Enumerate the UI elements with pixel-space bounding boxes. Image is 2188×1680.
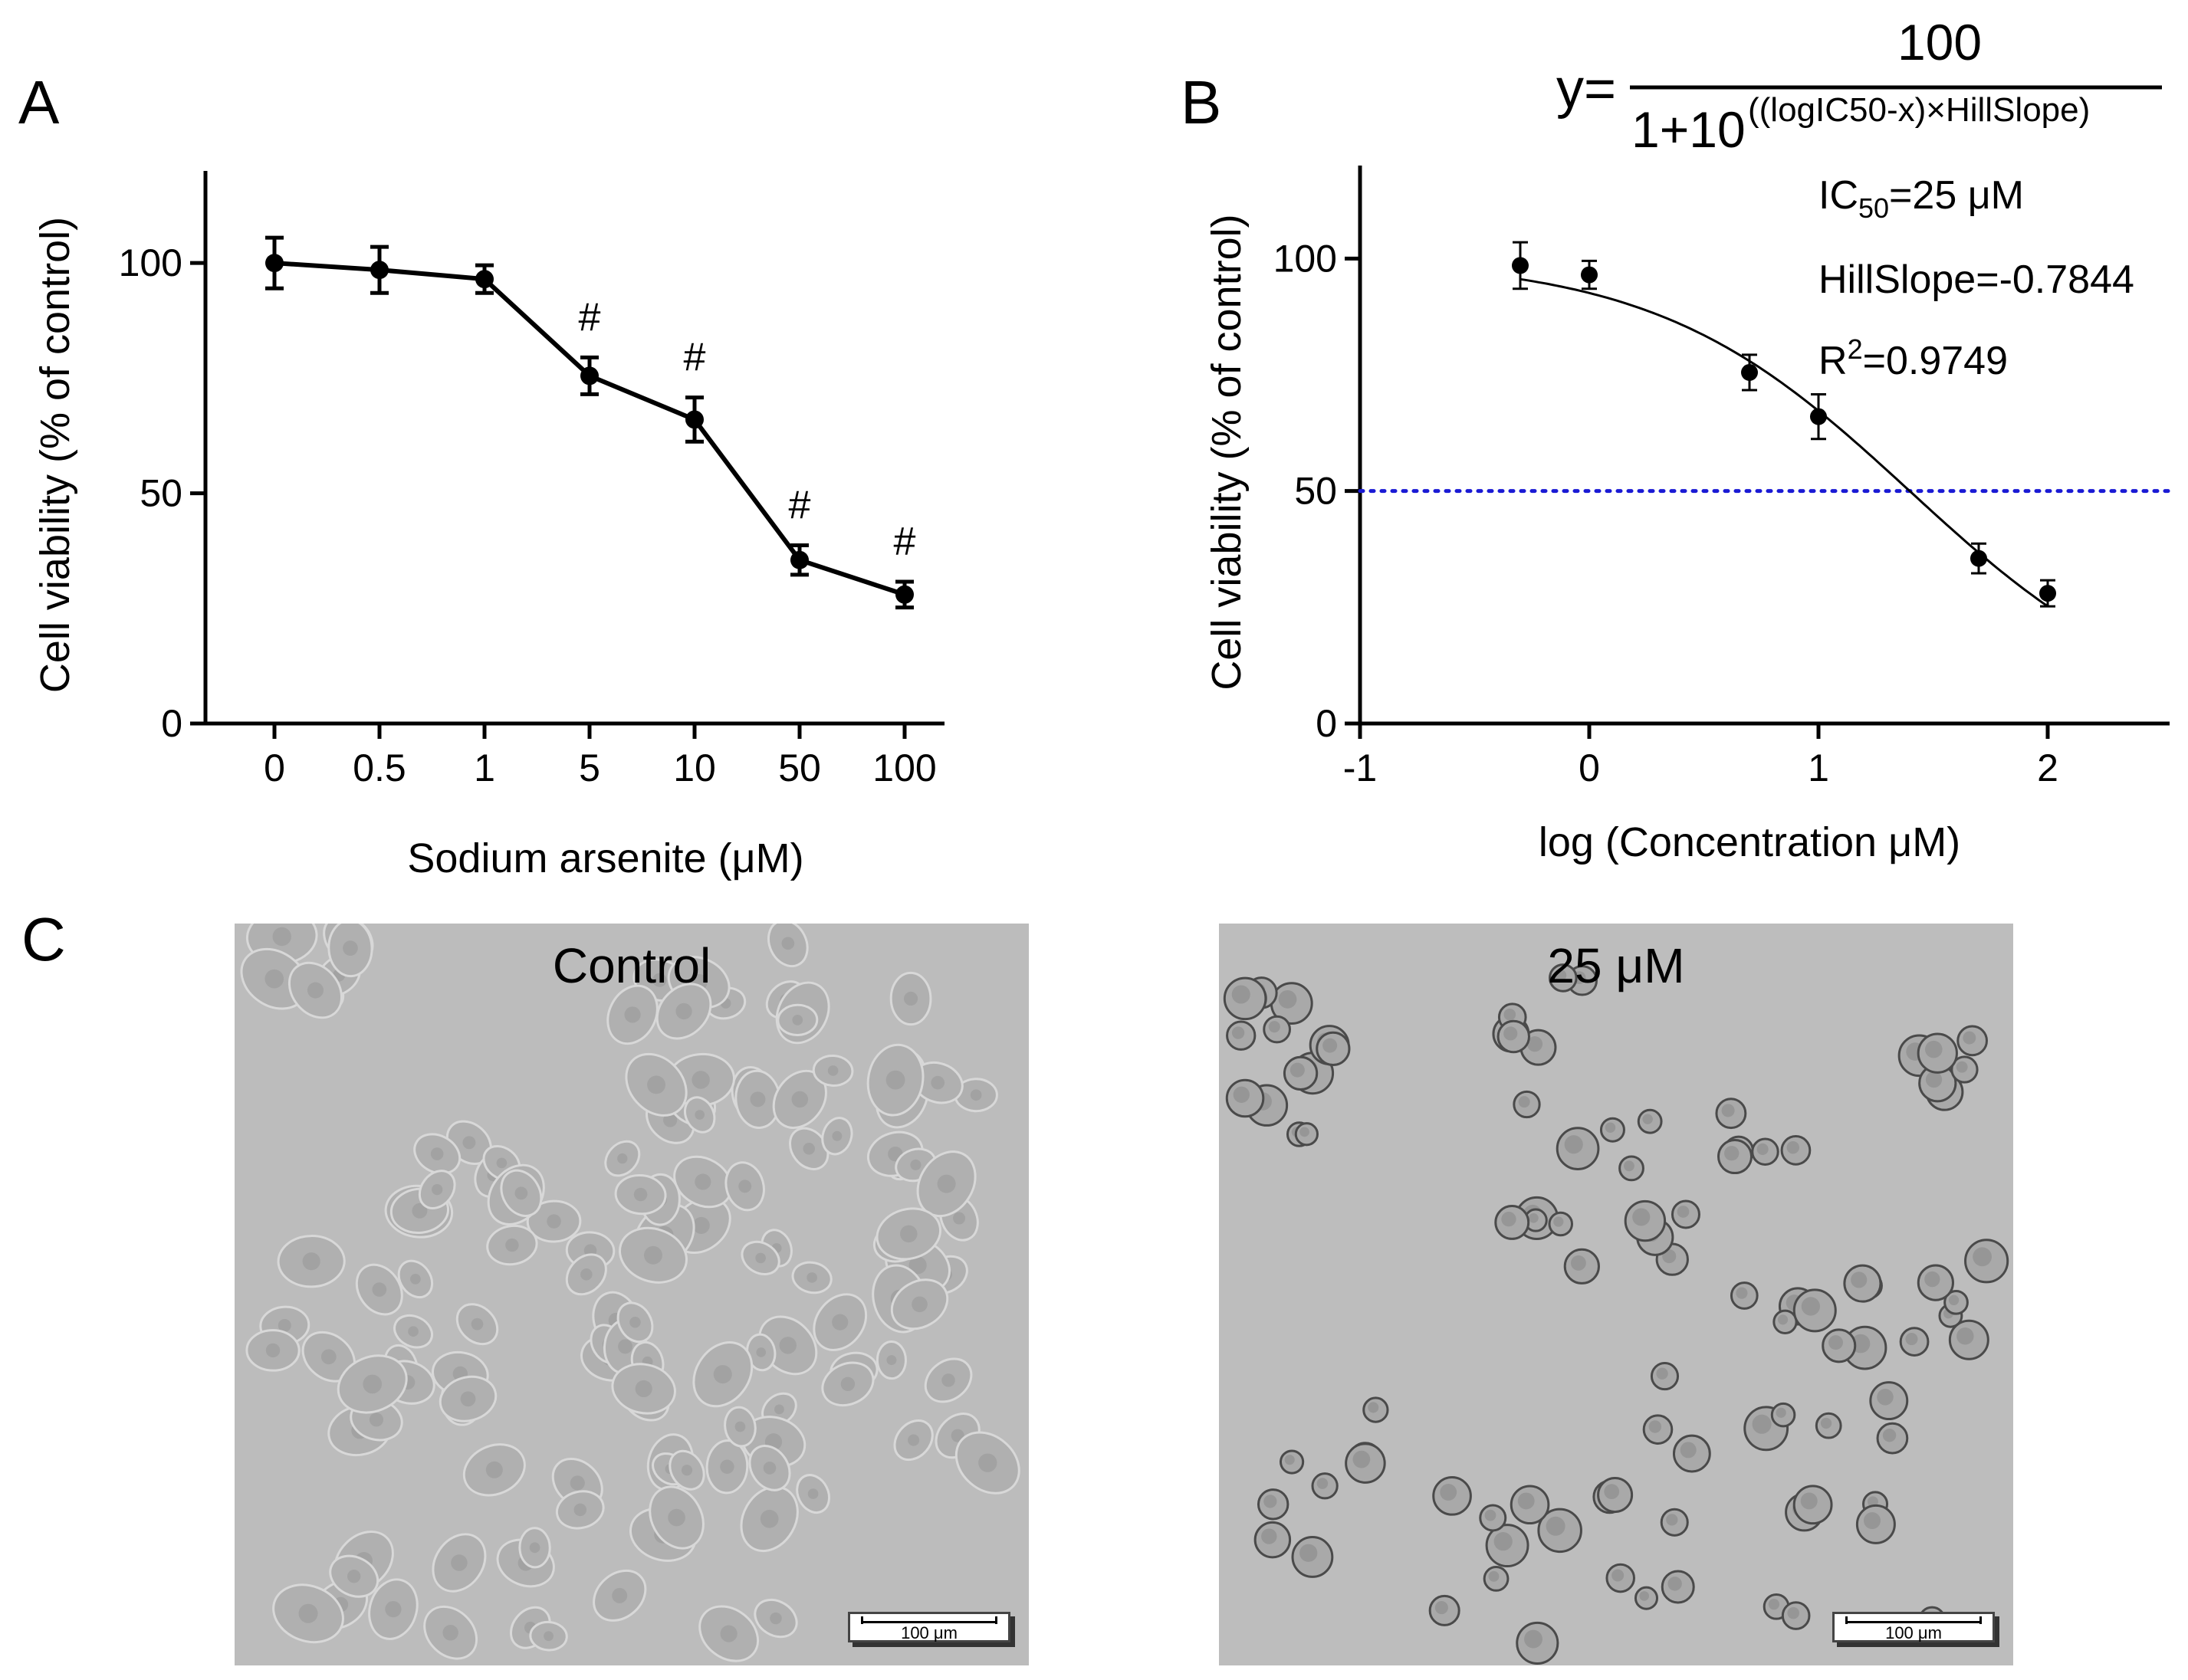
data-point	[475, 270, 494, 289]
equation-numerator: 100	[1897, 14, 1982, 71]
control-cells-image	[235, 924, 1029, 1665]
control-label: Control	[552, 938, 711, 993]
equation-exponent: ((logIC50-x)×HillSlope)	[1748, 91, 2090, 129]
x-tick-label: -1	[1343, 746, 1377, 789]
cell-cluster	[240, 924, 1020, 1662]
data-point	[895, 585, 914, 604]
chart-a: 0 50 100 0 0.5 1 5 10 50 100 # # # # Sodium arsenite (…	[32, 171, 945, 881]
data-point	[1741, 363, 1759, 381]
x-tick-label: 0	[1579, 746, 1600, 789]
x-tick-label: 1	[1808, 746, 1829, 789]
data-point	[370, 261, 389, 280]
treated-label: 25 μM	[1547, 938, 1685, 993]
x-tick-label: 10	[673, 746, 716, 789]
x-tick-label: 1	[474, 746, 495, 789]
significance-mark: #	[579, 295, 601, 340]
equation-denominator: 1+10	[1631, 101, 1746, 158]
data-point	[1810, 408, 1827, 425]
scale-bar-label: 100 μm	[1885, 1623, 1942, 1642]
x-tick-label: 0	[264, 746, 285, 789]
data-point	[265, 254, 284, 273]
data-point	[685, 410, 704, 429]
cell-cluster	[1223, 963, 2009, 1665]
y-axis-title: Cell viability (% of control)	[1204, 214, 1250, 690]
x-tick-label: 5	[579, 746, 600, 789]
y-tick-label: 100	[119, 241, 182, 284]
y-axis-title: Cell viability (% of control)	[32, 217, 78, 693]
x-tick-label: 50	[778, 746, 821, 789]
y-tick-label: 0	[1316, 702, 1337, 745]
y-tick-label: 50	[1294, 470, 1337, 513]
x-tick-label: 100	[872, 746, 936, 789]
micrograph-control: Control 100 μm	[235, 924, 1029, 1665]
micrograph-treated: 25 μM 100 μm	[1219, 924, 2013, 1665]
data-point	[1970, 550, 1988, 567]
x-axis-title: log (Concentration μM)	[1539, 819, 1960, 865]
y-tick-label: 50	[140, 472, 182, 515]
significance-mark: #	[789, 483, 811, 527]
treated-cells-image	[1219, 924, 2013, 1665]
data-point	[1581, 266, 1598, 284]
fit-curve	[1519, 277, 2048, 608]
panel-label-c: C	[21, 905, 66, 973]
data-point	[790, 550, 809, 569]
significance-mark: #	[684, 336, 706, 380]
data-point	[2039, 585, 2056, 602]
x-axis-title: Sodium arsenite (μM)	[407, 835, 803, 881]
hillslope-annotation: HillSlope=-0.7844	[1818, 258, 2134, 302]
ic50-annotation: IC50=25 μM	[1818, 173, 2024, 224]
r2-annotation: R2=0.9749	[1818, 333, 2008, 383]
data-point	[580, 366, 599, 386]
equation-lhs: y=	[1556, 58, 1616, 120]
scale-bar-label: 100 μm	[901, 1623, 958, 1642]
y-tick-label: 0	[161, 702, 182, 745]
x-tick-label: 2	[2037, 746, 2058, 789]
scale-bar-control: 100 μm	[848, 1612, 1010, 1642]
y-tick-label: 100	[1273, 237, 1337, 280]
panel-label-b: B	[1181, 68, 1222, 136]
x-tick-label: 0.5	[353, 746, 406, 789]
significance-mark: #	[894, 520, 916, 564]
panel-label-a: A	[18, 68, 60, 136]
scale-bar-treated: 100 μm	[1832, 1612, 1995, 1642]
data-point	[1512, 257, 1529, 274]
